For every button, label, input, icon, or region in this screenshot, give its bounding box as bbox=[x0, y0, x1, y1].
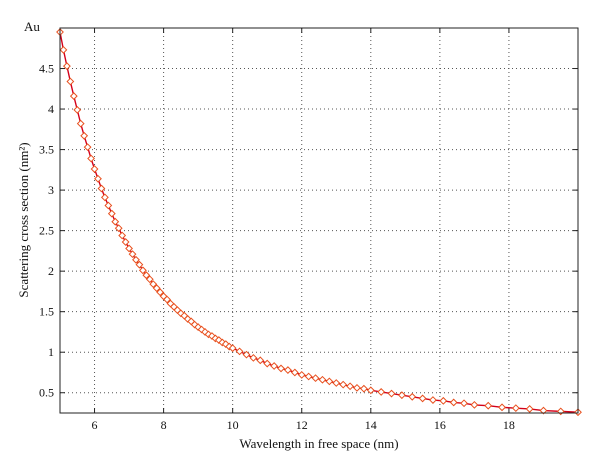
data-point bbox=[104, 201, 113, 210]
data-point bbox=[118, 231, 127, 240]
data-point bbox=[484, 401, 493, 410]
data-point bbox=[439, 396, 448, 405]
data-point bbox=[270, 362, 279, 370]
data-point bbox=[470, 400, 479, 409]
data-point bbox=[163, 295, 171, 304]
data-point bbox=[297, 370, 306, 379]
data-point bbox=[132, 255, 140, 264]
y-tick-label: 0.5 bbox=[39, 386, 54, 400]
y-tick-label: 1.5 bbox=[39, 305, 54, 319]
data-point bbox=[135, 260, 144, 269]
data-point bbox=[256, 356, 265, 365]
y-tick-label: 4 bbox=[48, 102, 54, 116]
data-point bbox=[125, 244, 133, 253]
y-tick-label: 4.5 bbox=[39, 62, 54, 76]
x-tick-label: 16 bbox=[434, 418, 446, 432]
data-point bbox=[387, 389, 396, 398]
data-point bbox=[62, 62, 71, 71]
x-tick-label: 8 bbox=[161, 418, 167, 432]
data-point bbox=[97, 184, 106, 193]
data-point bbox=[156, 288, 165, 297]
data-point bbox=[290, 368, 299, 377]
data-point bbox=[235, 347, 244, 356]
data-point bbox=[59, 45, 68, 54]
x-tick-labels: 6 8 10 12 14 16 18 bbox=[92, 418, 515, 432]
y-tick-label: 2 bbox=[48, 264, 54, 278]
y-tick-labels: 0.5 1 1.5 2 2.5 3 3.5 4 4.5 bbox=[39, 62, 54, 400]
data-point bbox=[90, 165, 99, 173]
x-tick-label: 10 bbox=[227, 418, 239, 432]
data-point bbox=[107, 209, 116, 218]
data-point bbox=[325, 377, 334, 386]
data-point bbox=[197, 325, 206, 334]
data-point bbox=[94, 174, 102, 183]
data-point bbox=[121, 238, 130, 246]
plot-background bbox=[60, 28, 578, 413]
data-point bbox=[525, 405, 534, 413]
data-point bbox=[194, 323, 203, 331]
data-point bbox=[87, 154, 95, 163]
data-point bbox=[277, 364, 285, 373]
data-point bbox=[152, 284, 161, 293]
data-point bbox=[397, 391, 406, 400]
data-point bbox=[284, 366, 292, 374]
data-point bbox=[100, 193, 109, 202]
x-tick-label: 12 bbox=[296, 418, 308, 432]
data-point bbox=[80, 131, 89, 140]
data-point bbox=[359, 384, 368, 393]
data-point bbox=[449, 398, 458, 407]
x-axis-label: Wavelength in free space (nm) bbox=[239, 436, 398, 451]
y-tick-label: 2.5 bbox=[39, 224, 54, 238]
data-point bbox=[318, 375, 327, 384]
data-point bbox=[539, 406, 548, 415]
corner-label: Au bbox=[24, 19, 40, 34]
data-point bbox=[114, 224, 123, 233]
data-point bbox=[69, 92, 78, 100]
data-point bbox=[556, 407, 565, 416]
data-point bbox=[304, 372, 313, 381]
data-point bbox=[242, 350, 251, 359]
data-point bbox=[66, 77, 75, 86]
data-point bbox=[332, 379, 341, 387]
data-point bbox=[408, 392, 417, 401]
data-point bbox=[311, 374, 320, 383]
data-point bbox=[511, 404, 520, 413]
data-point bbox=[460, 399, 468, 408]
y-tick-label: 3 bbox=[48, 183, 54, 197]
data-point bbox=[418, 394, 427, 403]
data-point bbox=[228, 344, 237, 353]
data-point bbox=[128, 250, 137, 259]
data-point bbox=[83, 143, 92, 152]
data-point bbox=[366, 386, 375, 395]
tick-marks bbox=[60, 28, 578, 413]
data-point bbox=[145, 275, 154, 284]
data-point bbox=[263, 359, 272, 368]
data-point bbox=[429, 396, 437, 404]
data-point bbox=[346, 382, 354, 391]
data-point bbox=[249, 353, 258, 362]
x-tick-label: 18 bbox=[503, 418, 515, 432]
data-point bbox=[73, 105, 82, 114]
data-point bbox=[498, 403, 506, 412]
plot-frame bbox=[59, 27, 579, 414]
y-tick-label: 1 bbox=[48, 345, 54, 359]
grid-lines bbox=[60, 28, 578, 413]
data-point bbox=[138, 266, 147, 275]
x-tick-label: 14 bbox=[365, 418, 377, 432]
data-point bbox=[149, 280, 158, 289]
data-point bbox=[142, 271, 151, 280]
x-tick-label: 6 bbox=[92, 418, 98, 432]
data-point bbox=[76, 119, 85, 128]
data-point bbox=[377, 388, 386, 396]
data-point bbox=[353, 383, 361, 392]
data-point bbox=[111, 217, 120, 226]
y-tick-label: 3.5 bbox=[39, 143, 54, 157]
y-axis-label: Scattering cross section (nm²) bbox=[16, 142, 31, 297]
data-point bbox=[339, 380, 348, 389]
